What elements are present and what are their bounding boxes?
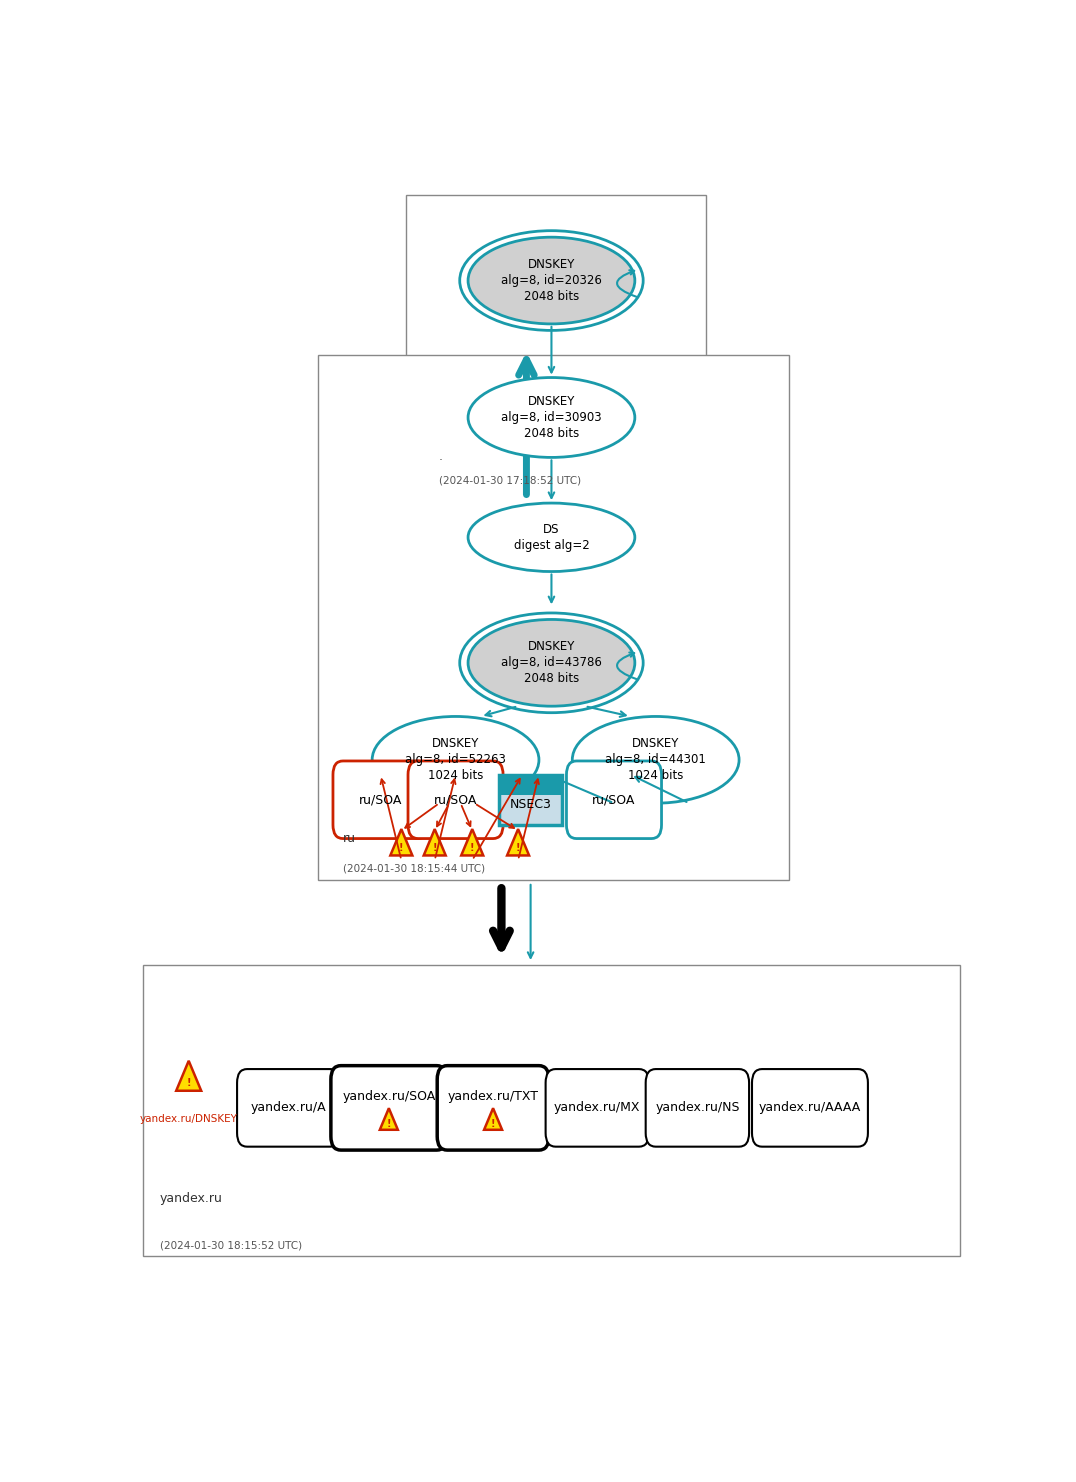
Text: !: !: [399, 843, 404, 854]
Polygon shape: [391, 828, 412, 855]
Text: !: !: [491, 1119, 495, 1129]
Text: yandex.ru/TXT: yandex.ru/TXT: [448, 1089, 539, 1103]
FancyBboxPatch shape: [318, 354, 789, 880]
FancyBboxPatch shape: [646, 1069, 749, 1147]
Text: DNSKEY
alg=8, id=44301
1024 bits: DNSKEY alg=8, id=44301 1024 bits: [605, 738, 706, 782]
Text: ru/SOA: ru/SOA: [358, 793, 402, 806]
Polygon shape: [380, 1109, 398, 1129]
Text: ru/SOA: ru/SOA: [434, 793, 478, 806]
FancyBboxPatch shape: [499, 775, 562, 794]
Text: !: !: [186, 1077, 190, 1088]
FancyBboxPatch shape: [499, 775, 562, 825]
Text: yandex.ru/AAAA: yandex.ru/AAAA: [759, 1101, 861, 1114]
Polygon shape: [484, 1109, 502, 1129]
Polygon shape: [424, 828, 445, 855]
Ellipse shape: [372, 716, 539, 803]
FancyBboxPatch shape: [408, 760, 504, 839]
FancyBboxPatch shape: [546, 1069, 649, 1147]
Text: NSEC3: NSEC3: [510, 799, 552, 811]
Text: yandex.ru/NS: yandex.ru/NS: [655, 1101, 739, 1114]
FancyBboxPatch shape: [237, 1069, 340, 1147]
FancyBboxPatch shape: [143, 965, 960, 1257]
FancyBboxPatch shape: [331, 1066, 447, 1150]
Text: yandex.ru/MX: yandex.ru/MX: [554, 1101, 640, 1114]
Text: DS
digest alg=2: DS digest alg=2: [513, 523, 590, 551]
Text: (2024-01-30 18:15:44 UTC): (2024-01-30 18:15:44 UTC): [343, 864, 485, 874]
Ellipse shape: [468, 378, 635, 458]
FancyBboxPatch shape: [406, 196, 706, 492]
Text: ru: ru: [343, 833, 356, 845]
FancyBboxPatch shape: [437, 1066, 549, 1150]
Polygon shape: [507, 828, 529, 855]
Ellipse shape: [572, 716, 739, 803]
FancyBboxPatch shape: [332, 760, 428, 839]
Text: DNSKEY
alg=8, id=20326
2048 bits: DNSKEY alg=8, id=20326 2048 bits: [501, 258, 601, 302]
Polygon shape: [176, 1061, 201, 1091]
Text: DNSKEY
alg=8, id=30903
2048 bits: DNSKEY alg=8, id=30903 2048 bits: [501, 396, 601, 440]
Ellipse shape: [468, 237, 635, 325]
Text: DNSKEY
alg=8, id=52263
1024 bits: DNSKEY alg=8, id=52263 1024 bits: [405, 738, 506, 782]
Text: DNSKEY
alg=8, id=43786
2048 bits: DNSKEY alg=8, id=43786 2048 bits: [501, 640, 601, 685]
Ellipse shape: [468, 502, 635, 572]
Text: yandex.ru/A: yandex.ru/A: [251, 1101, 327, 1114]
Text: !: !: [386, 1119, 391, 1129]
Text: yandex.ru/DNSKEY: yandex.ru/DNSKEY: [140, 1114, 238, 1125]
Text: .: .: [439, 451, 443, 462]
Text: (2024-01-30 17:18:52 UTC): (2024-01-30 17:18:52 UTC): [439, 476, 581, 486]
Text: (2024-01-30 18:15:52 UTC): (2024-01-30 18:15:52 UTC): [159, 1240, 301, 1251]
Text: ru/SOA: ru/SOA: [592, 793, 636, 806]
FancyBboxPatch shape: [566, 760, 662, 839]
Text: !: !: [433, 843, 437, 854]
Text: !: !: [515, 843, 521, 854]
Polygon shape: [462, 828, 483, 855]
Text: yandex.ru: yandex.ru: [159, 1192, 223, 1205]
Ellipse shape: [468, 619, 635, 707]
Text: !: !: [470, 843, 475, 854]
FancyBboxPatch shape: [752, 1069, 868, 1147]
Text: yandex.ru/SOA: yandex.ru/SOA: [342, 1089, 436, 1103]
